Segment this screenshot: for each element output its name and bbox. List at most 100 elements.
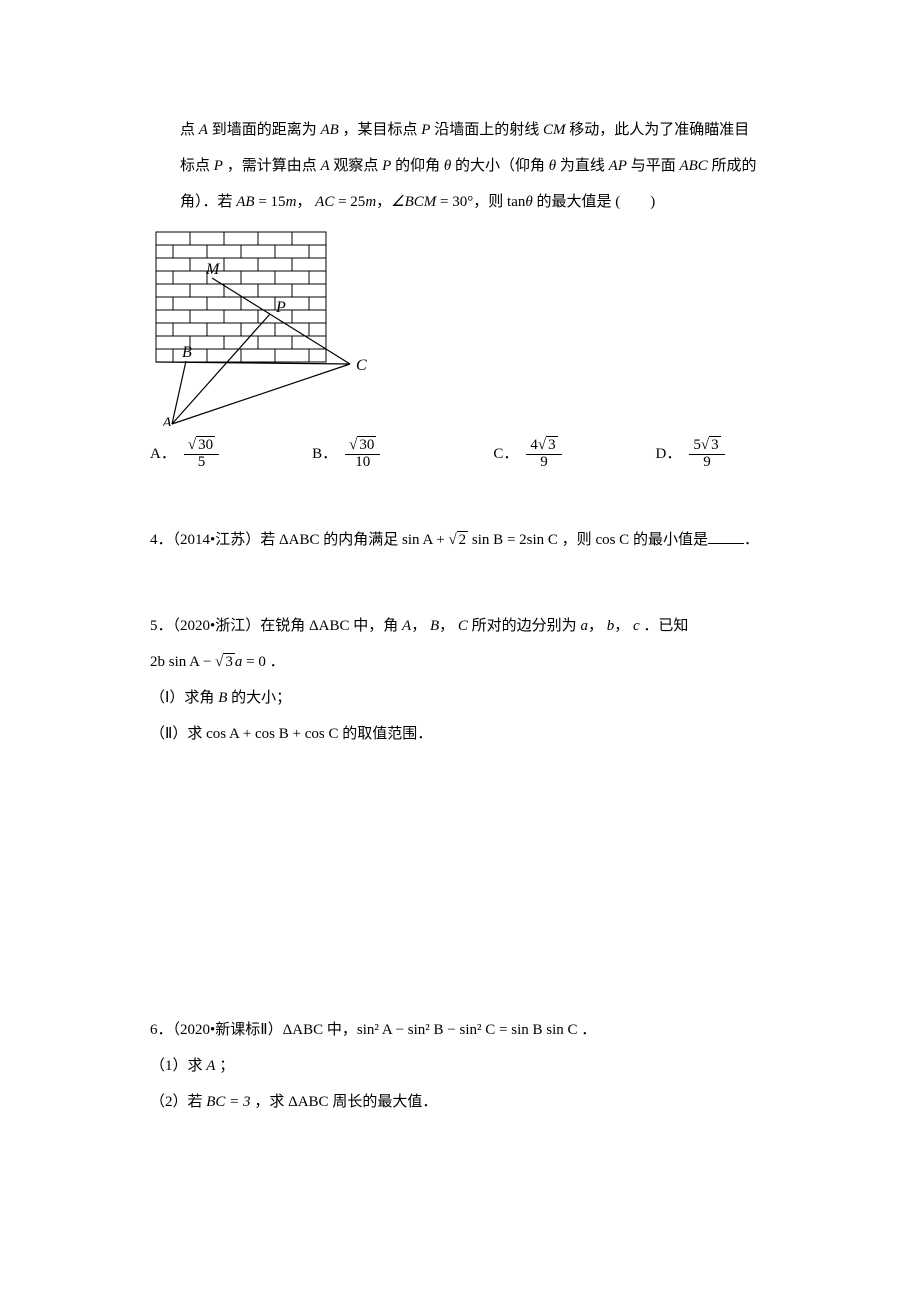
fraction: 4√3 9 [526, 438, 561, 471]
option-label: B． [312, 436, 337, 472]
var-AB: AB [320, 122, 338, 138]
txt: ，求 [251, 1094, 289, 1110]
var-C: C [458, 618, 468, 634]
txt: 观察点 [330, 158, 383, 174]
txt: 角）．若 [180, 194, 236, 210]
spacer [150, 558, 770, 608]
sinA: sin A [402, 532, 432, 548]
q3-options: A． √30 5 B． √30 10 C． 4√3 9 D． 5√3 9 [150, 436, 770, 472]
txt: ， [376, 194, 391, 210]
fraction: √30 5 [184, 438, 219, 471]
triangle-ABC: ΔABC [309, 618, 350, 634]
fill-blank [708, 543, 744, 544]
spacer [150, 752, 770, 1012]
var-B: B [430, 618, 439, 634]
period: ． [744, 532, 759, 548]
txt: ． [578, 1022, 597, 1038]
var-P: P [214, 158, 223, 174]
svg-text:C: C [356, 357, 367, 374]
denominator: 9 [526, 455, 561, 471]
eq: = 30° [436, 194, 473, 210]
plus: + [432, 532, 448, 548]
q3-option-a: A． √30 5 [150, 436, 312, 472]
angle-BCM: ∠BCM [391, 194, 436, 210]
q5-head: 5．（2020•浙江）在锐角 [150, 618, 309, 634]
var-c: c [633, 618, 640, 634]
var-AB: AB [236, 194, 254, 210]
q3-option-c: C． 4√3 9 [493, 436, 655, 472]
txt: 中， [323, 1022, 357, 1038]
q3-diagram-svg: ABCMP [150, 226, 370, 426]
q5-part1: （Ⅰ）求角 B 的大小； [150, 680, 770, 716]
txt: 所对的边分别为 [468, 618, 581, 634]
txt: ，则 [558, 532, 596, 548]
coef-2b: 2b [150, 654, 165, 670]
q3-line2: 标点 P ，需计算由点 A 观察点 P 的仰角 θ 的大小（仰角 θ 为直线 A… [150, 148, 770, 184]
comma: ， [614, 618, 633, 634]
txt: 所成的 [708, 158, 757, 174]
eq: = 15 [255, 194, 286, 210]
var-CM: CM [543, 122, 566, 138]
denominator: 5 [184, 455, 219, 471]
txt: ， [296, 194, 315, 210]
unit-m: m [365, 194, 376, 210]
txt: 与平面 [627, 158, 680, 174]
var-A: A [320, 158, 329, 174]
txt: （1）求 [150, 1058, 206, 1074]
fraction: √30 10 [345, 438, 380, 471]
surd: 30 [196, 436, 215, 453]
q5-eq: 2b sin A − √3a = 0 ． [150, 644, 770, 680]
q3-option-b: B． √30 10 [312, 436, 493, 472]
surd: 3 [709, 436, 721, 453]
denominator: 10 [345, 455, 380, 471]
comma: ， [439, 618, 458, 634]
q3-option-d: D． 5√3 9 [656, 436, 770, 472]
var-AC: AC [315, 194, 334, 210]
svg-text:A: A [161, 415, 172, 426]
txt: ，某目标点 [339, 122, 422, 138]
txt: 点 [180, 122, 199, 138]
q5-part2: （Ⅱ）求 cos A + cos B + cos C 的取值范围． [150, 716, 770, 752]
var-a: a [580, 618, 588, 634]
q5-line1: 5．（2020•浙江）在锐角 ΔABC 中，角 A， B， C 所对的边分别为 … [150, 608, 770, 644]
surd: 3 [546, 436, 558, 453]
q6-line1: 6．（2020•新课标Ⅱ）ΔABC 中，sin² A − sin² B − si… [150, 1012, 770, 1048]
eq-sin2: sin² A − sin² B − sin² C = sin B sin C [357, 1022, 578, 1038]
var-A: A [199, 122, 208, 138]
numerator: √30 [345, 438, 380, 455]
triangle-ABC: ΔABC [288, 1094, 329, 1110]
txt: 的大小； [227, 690, 291, 706]
comma: ， [411, 618, 430, 634]
triangle-ABC: ΔABC [279, 532, 320, 548]
txt: （Ⅱ）求 [150, 726, 206, 742]
fn-tan: tan [507, 194, 525, 210]
svg-text:P: P [275, 299, 286, 316]
sinB: sin B [468, 532, 503, 548]
numerator: 4√3 [526, 438, 561, 455]
var-A: A [402, 618, 411, 634]
q6-part1: （1）求 A ； [150, 1048, 770, 1084]
txt: 的仰角 [391, 158, 444, 174]
txt: （2）若 [150, 1094, 206, 1110]
txt: 的内角满足 [320, 532, 403, 548]
q4-head: 4．（2014•江苏）若 [150, 532, 279, 548]
var-theta: θ [549, 158, 556, 174]
var-AP: AP [609, 158, 627, 174]
txt: （Ⅰ）求角 [150, 690, 218, 706]
expr-cos-sum: cos A + cos B + cos C [206, 726, 338, 742]
txt: 的大小（仰角 [451, 158, 549, 174]
var-theta: θ [525, 194, 532, 210]
txt: 沿墙面上的射线 [430, 122, 543, 138]
sqrt2: √2 [448, 522, 468, 558]
txt: ，需计算由点 [223, 158, 321, 174]
option-label: D． [656, 436, 682, 472]
sqrt3: √3 [215, 644, 235, 680]
page: 点 A 到墙面的距离为 AB ，某目标点 P 沿墙面上的射线 CM 移动，此人为… [0, 0, 920, 1302]
eq: = 25 [334, 194, 365, 210]
coef: 4 [530, 437, 538, 453]
cosC: cos C [595, 532, 629, 548]
txt: 的最小值是 [629, 532, 708, 548]
surd: 3 [223, 653, 235, 670]
txt: 周长的最大值． [329, 1094, 438, 1110]
minus: − [199, 654, 215, 670]
